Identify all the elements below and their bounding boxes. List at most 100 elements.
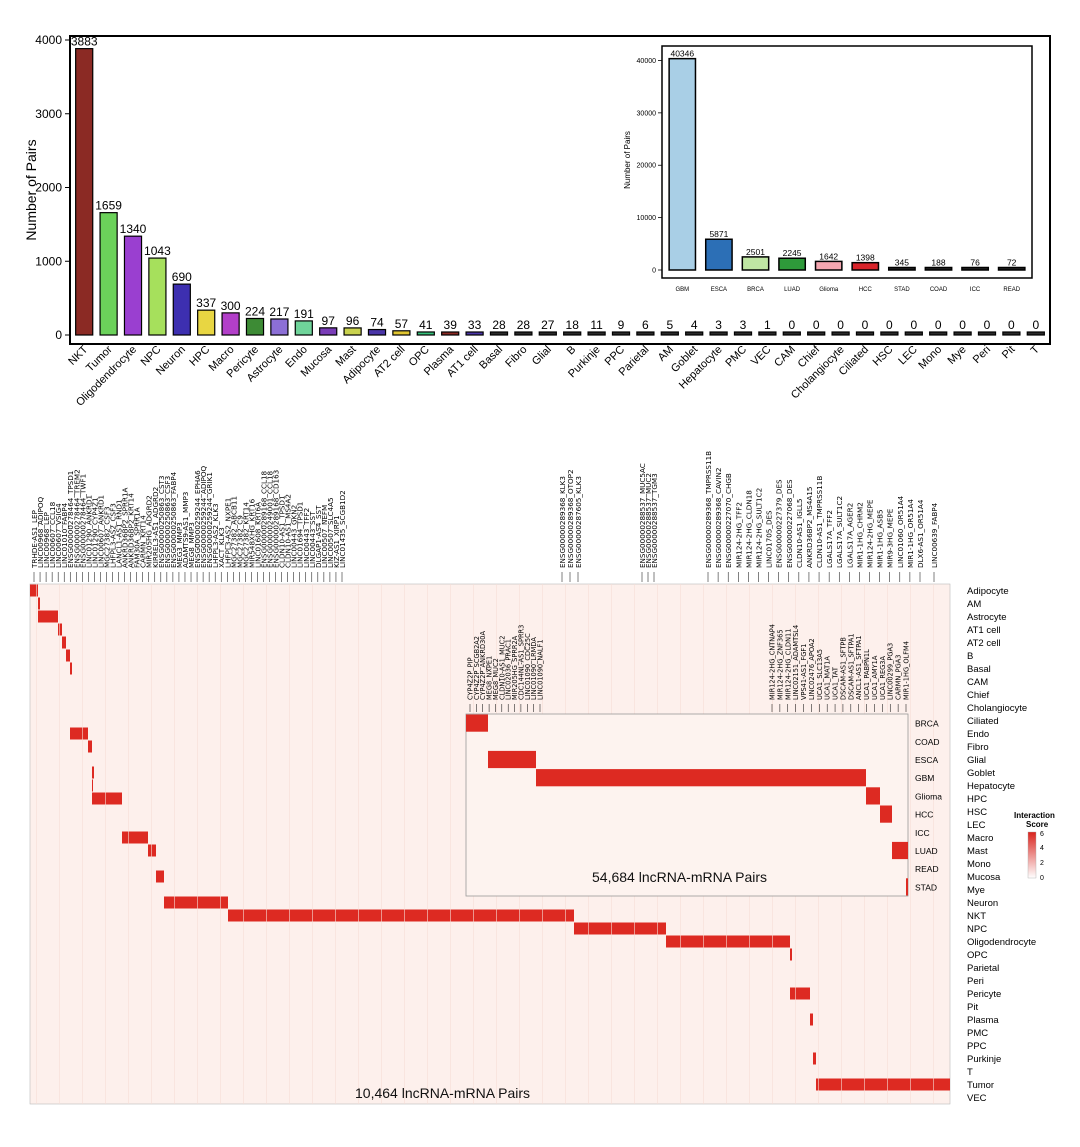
heatmap-block bbox=[70, 662, 72, 675]
heatmap-row-label: Endo bbox=[967, 729, 989, 740]
heatmap-column-label: ENSG00000249001_CCL18 bbox=[266, 470, 275, 568]
bar-value-label: 0 bbox=[935, 318, 942, 332]
x-tick-label: HSC bbox=[871, 344, 896, 369]
heatmap-block bbox=[790, 987, 810, 1000]
bar bbox=[782, 331, 801, 336]
heatmap-block bbox=[164, 896, 228, 909]
bar bbox=[1002, 331, 1021, 336]
heatmap-column-label: ENSG00000289168_CD163 bbox=[272, 470, 281, 568]
heatmap-column-label: LHFPL3-AS2_CSF3 bbox=[109, 503, 118, 568]
inset-heatmap-block bbox=[906, 878, 908, 896]
inset-x-tick-label: LUAD bbox=[784, 287, 801, 293]
heatmap-column-label: MIR124-2HG_MEPE bbox=[866, 499, 875, 568]
bar-value-label: 33 bbox=[468, 318, 482, 332]
bar bbox=[880, 331, 899, 336]
heatmap-block bbox=[66, 649, 70, 662]
heatmap-column-label: ENSG00000259244_ADIPOQ bbox=[199, 465, 208, 568]
heatmap-column-label: MEG3_MMP3 bbox=[175, 522, 184, 568]
inset-x-tick-label: BRCA bbox=[747, 287, 764, 293]
inset-x-tick-label: Glioma bbox=[819, 287, 839, 293]
heatmap-row-label: AT1 cell bbox=[967, 625, 1001, 636]
heatmap-column-label: MIR124-2HG_SULT1C2 bbox=[754, 488, 763, 568]
inset-heatmap-column-label: CYP4Z2P_SCGB2A2 bbox=[473, 636, 481, 700]
bar bbox=[636, 331, 655, 336]
inset-heatmap-column-label: MIR124-2HG_CLDN11 bbox=[784, 629, 792, 700]
heatmap-column-label: ADAMTS9-AS1_MMP3 bbox=[181, 492, 190, 568]
bar bbox=[197, 309, 216, 336]
inset-x-tick-label: COAD bbox=[930, 287, 948, 293]
bar-value-label: 27 bbox=[541, 318, 555, 332]
x-tick-label: PMC bbox=[723, 344, 749, 370]
bar bbox=[75, 48, 94, 336]
heatmap-column-label: LHFPL3-AS2_NXPE1 bbox=[223, 498, 232, 568]
bar bbox=[416, 331, 435, 336]
heatmap-stripe bbox=[174, 584, 175, 1104]
inset-x-tick-label: ESCA bbox=[711, 287, 727, 293]
heatmap-column-label: ENSG00000259244_EPHA6 bbox=[193, 470, 202, 568]
bar bbox=[855, 331, 875, 336]
bar-value-label: 39 bbox=[444, 318, 458, 332]
main-y-axis-title: Number of Pairs bbox=[23, 139, 39, 240]
inset-x-tick-label: STAD bbox=[894, 287, 910, 293]
legend-tick: 4 bbox=[1040, 845, 1044, 852]
heatmap-row-label: Neuron bbox=[967, 898, 998, 909]
heatmap-row-label: OPC bbox=[967, 950, 988, 961]
inset-heatmap-row-label: HCC bbox=[915, 810, 933, 820]
heatmap-block bbox=[810, 1013, 813, 1026]
bar bbox=[148, 257, 167, 336]
heatmap-column-label: ENSG00000289368_TMPRSS11B bbox=[704, 451, 713, 568]
heatmap-stripe bbox=[266, 584, 267, 1104]
x-tick-label: B bbox=[565, 344, 579, 358]
heatmap-stripe bbox=[381, 584, 382, 1104]
x-tick-label: Pit bbox=[1000, 344, 1018, 362]
inset-heatmap-row-label: BRCA bbox=[915, 719, 939, 729]
heatmap-column-label: ENSG00000250863_FABP4 bbox=[169, 471, 178, 568]
bar bbox=[270, 318, 289, 336]
heatmap-row-label: Adipocyte bbox=[967, 586, 1009, 597]
heatmap-row-label: Macro bbox=[967, 833, 993, 844]
heatmap-stripe bbox=[82, 584, 83, 1104]
inset-heatmap-row-label: Glioma bbox=[915, 791, 942, 801]
inset-heatmap-column-label: MIR1-1HG_OLFM4 bbox=[903, 641, 911, 700]
heatmap-row-label: Mucosa bbox=[967, 872, 1001, 883]
heatmap-block bbox=[88, 740, 92, 753]
bar-value-label: 6 bbox=[642, 318, 649, 332]
heatmap-column-label: ENSG00000227379_DES bbox=[775, 479, 784, 568]
heatmap-stripe bbox=[243, 584, 244, 1104]
heatmap-stripe bbox=[312, 584, 313, 1104]
legend-tick: 2 bbox=[1040, 860, 1044, 867]
bar bbox=[343, 327, 362, 336]
heatmap-column-label: ENSG00000259244_GRIK1 bbox=[205, 472, 214, 568]
bar bbox=[660, 331, 679, 336]
inset-heatmap-column-label: MIR124-2HG_CNTNAP4 bbox=[769, 624, 777, 700]
inset-heatmap-column-label: LINC01090_CDC25C bbox=[524, 633, 532, 700]
bar-value-label: 0 bbox=[984, 318, 991, 332]
inset-heatmap-row-label: STAD bbox=[915, 882, 937, 892]
heatmap-stripe bbox=[128, 584, 129, 1104]
inset-heatmap-block bbox=[880, 805, 892, 823]
heatmap-column-label: MIR1-1HG_CHRM2 bbox=[855, 502, 864, 568]
heatmap-column-label: LGALS17A_TFF2 bbox=[825, 510, 834, 568]
inset-bar-value-label: 76 bbox=[970, 258, 980, 268]
heatmap-stripe bbox=[933, 584, 934, 1104]
heatmap-column-label: LINC01290_CYP4Z1 bbox=[90, 497, 99, 568]
y-tick-label: 2000 bbox=[35, 181, 62, 195]
bar bbox=[953, 331, 972, 336]
heatmap-column-label: ENSG00000289168_CCL18 bbox=[259, 470, 268, 568]
heatmap-column-label: ENSG00000289368_CAVIN2 bbox=[714, 468, 723, 568]
inset-heatmap-column-label: UCA1_PABPN1L bbox=[863, 649, 871, 700]
heatmap-row-label: LEC bbox=[967, 820, 986, 831]
inset-heatmap-column-label: LINC01090_LRMDA bbox=[530, 637, 538, 700]
heatmap-column-label: LHFPL3-AS2_KLK3 bbox=[211, 503, 220, 568]
heatmap-column-label: LINC01010_FABP4 bbox=[60, 502, 69, 568]
bar-value-label: 0 bbox=[788, 318, 795, 332]
inset-heatmap-column-label: VPS41-AS1_FGF1 bbox=[800, 644, 808, 700]
inset-heatmap-column-label: UCA1_MAT1A bbox=[824, 656, 832, 700]
inset-bar-value-label: 40346 bbox=[670, 49, 694, 59]
heatmap-row-label: PPC bbox=[967, 1041, 987, 1052]
heatmap-row-label: Hepatocyte bbox=[967, 781, 1015, 792]
main-heatmap-annotation: 10,464 lncRNA-mRNA Pairs bbox=[355, 1085, 530, 1101]
heatmap-column-label: DLX6-AS1_OR51A4 bbox=[916, 499, 925, 568]
inset-heatmap-row-label: ESCA bbox=[915, 755, 938, 765]
heatmap-column-label: XACT_KLK3 bbox=[217, 527, 226, 568]
